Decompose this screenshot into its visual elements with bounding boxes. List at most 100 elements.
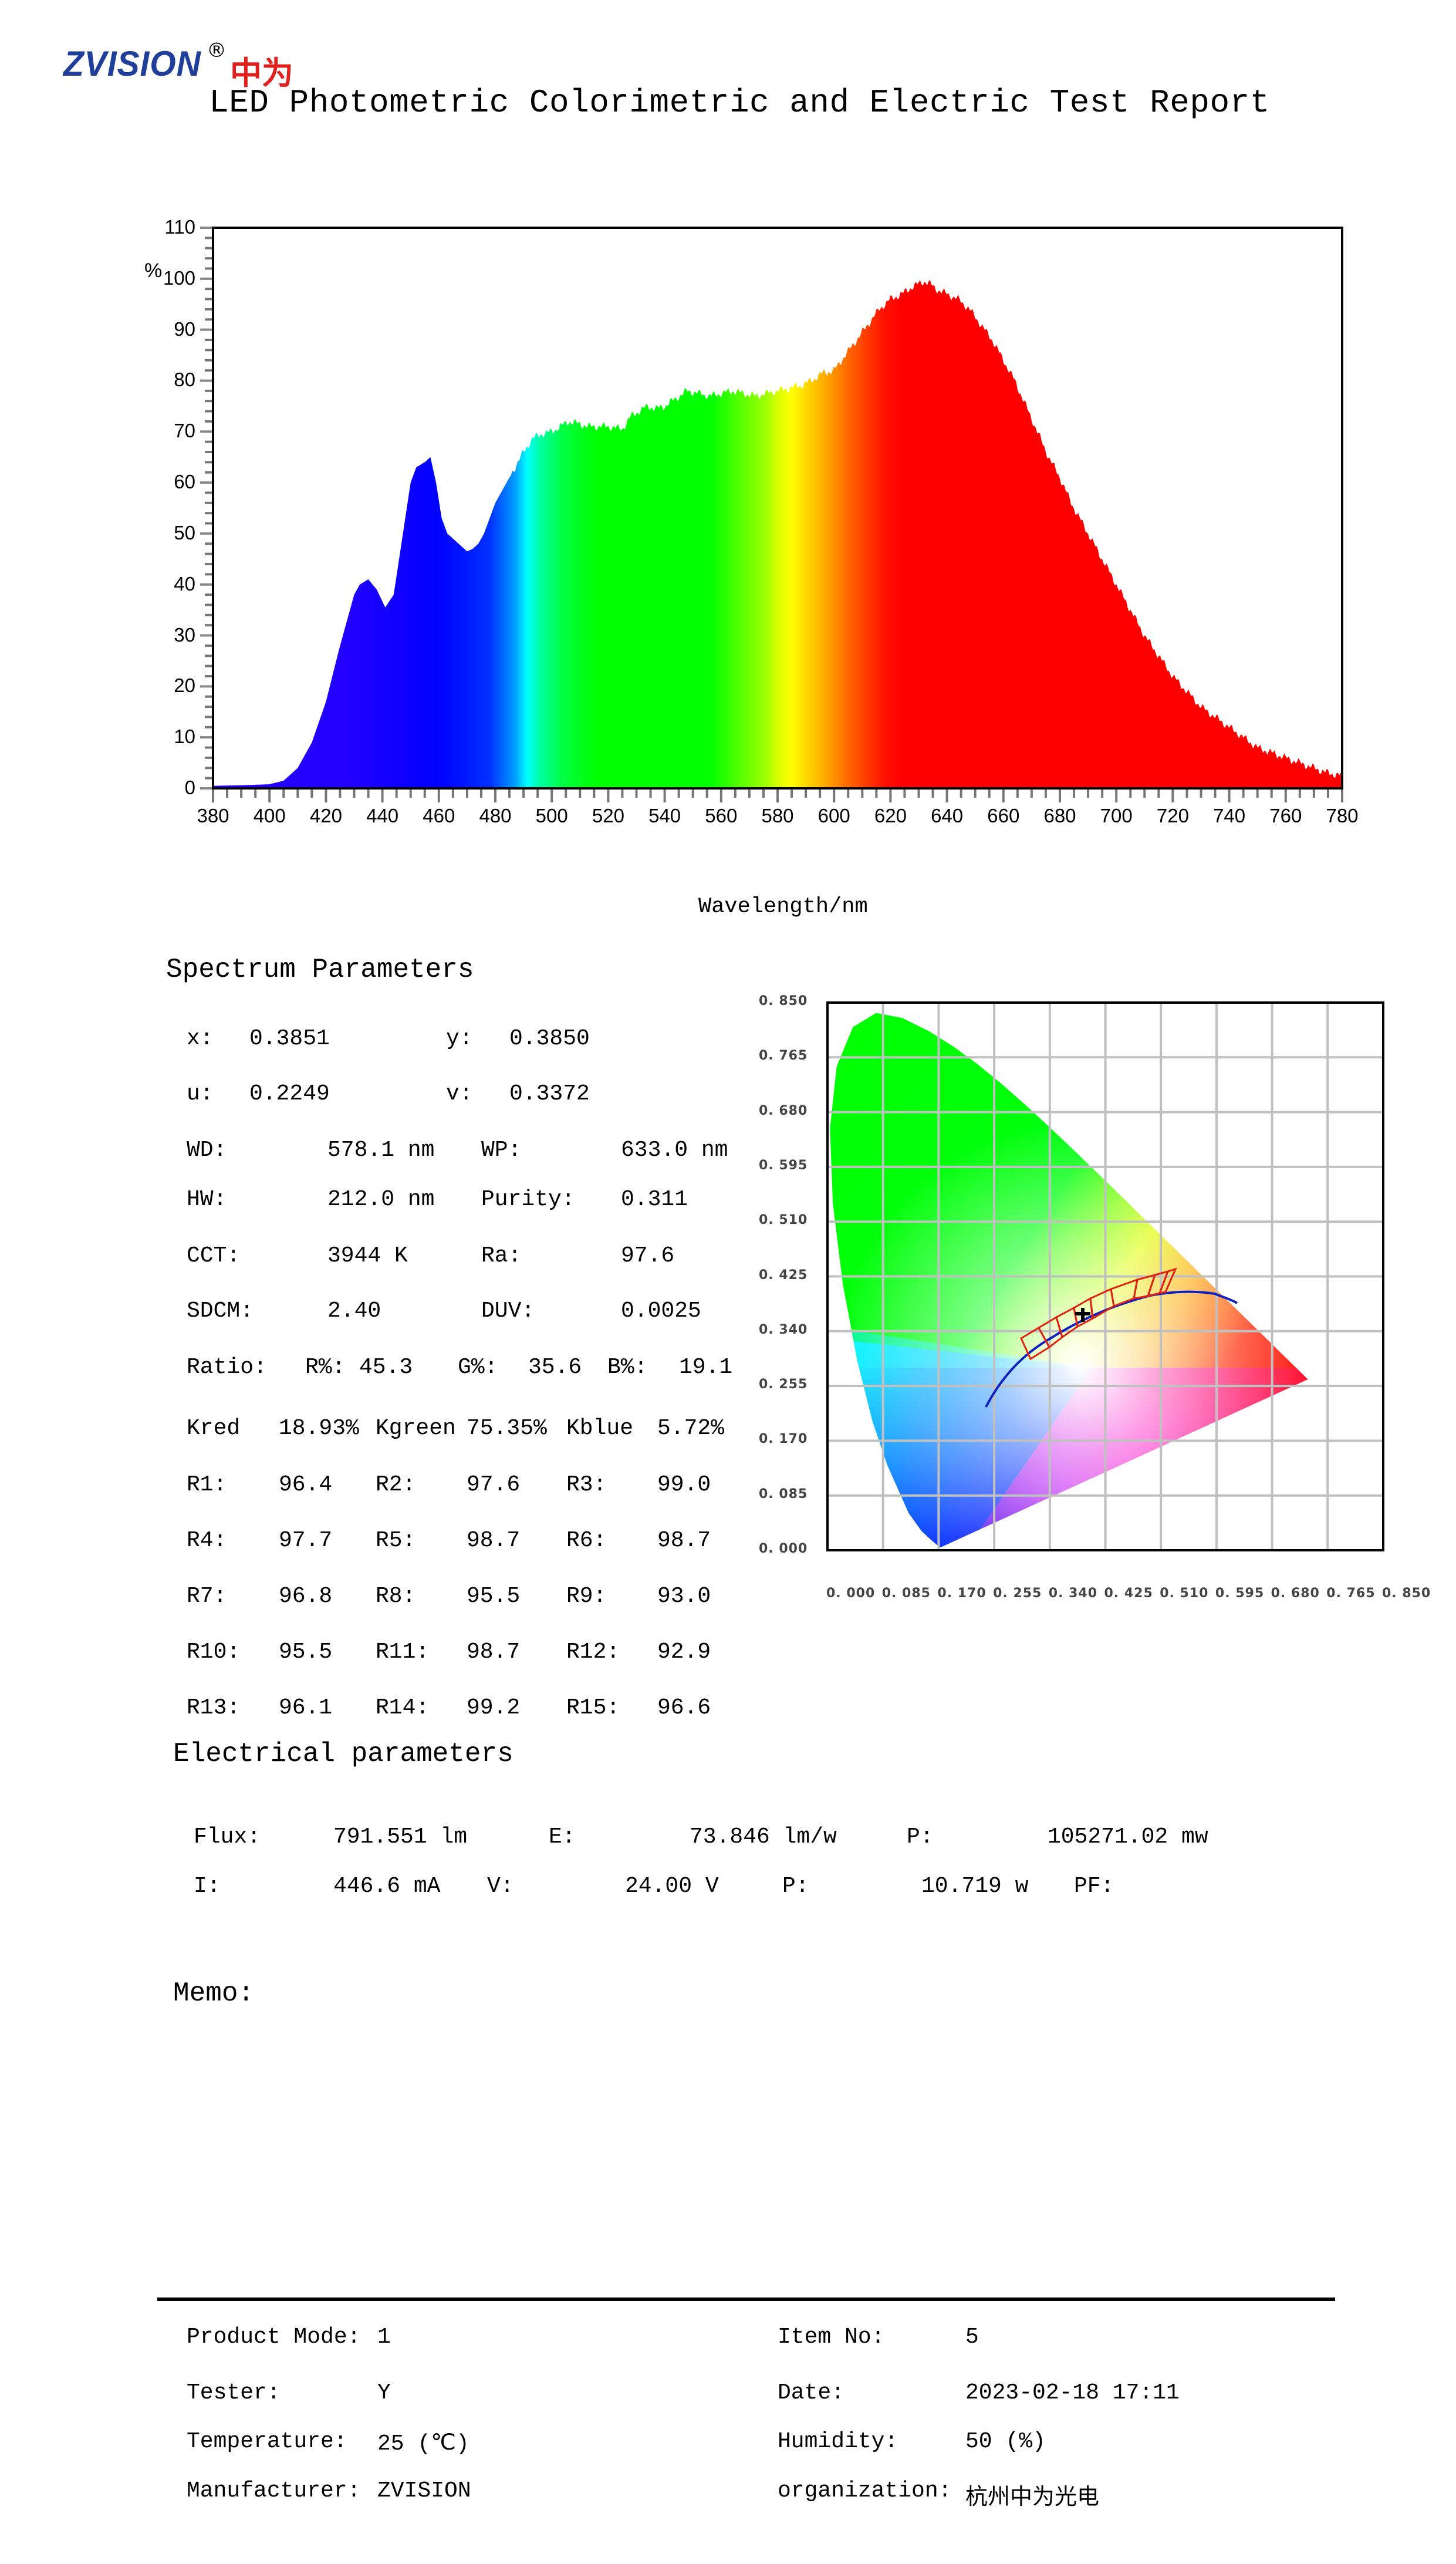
cie-x-tick-label: 0. 595 <box>1215 1586 1265 1601</box>
cri-label: R1: <box>187 1472 227 1497</box>
spectrum-x-tick-label: 420 <box>309 805 342 826</box>
param-b-pct-value: 19.1 <box>679 1355 733 1380</box>
footer-divider <box>157 2298 1335 2301</box>
temperature-label: Temperature: <box>187 2429 347 2454</box>
param-u-value: 0.2249 <box>249 1081 330 1106</box>
param-ratio-label: Ratio: <box>187 1355 267 1380</box>
item-no-label: Item No: <box>778 2325 885 2350</box>
spectrum-x-tick-label: 780 <box>1326 805 1359 826</box>
param-wd-label: WD: <box>187 1138 227 1163</box>
efficacy-label: E: <box>549 1824 576 1850</box>
param-ra-label: Ra: <box>481 1243 522 1268</box>
cie-plot-frame <box>826 1001 1384 1551</box>
param-r-pct-label: R%: <box>305 1355 346 1380</box>
spectrum-y-ticks <box>200 227 213 790</box>
tester-label: Tester: <box>187 2380 281 2406</box>
spectrum-y-tick-label: 70 <box>174 420 195 442</box>
power-mw-value: 105271.02 mw <box>1048 1824 1208 1850</box>
param-b-pct-label: B%: <box>607 1355 648 1380</box>
param-u-label: u: <box>187 1081 214 1106</box>
cie-y-tick-label: 0. 000 <box>759 1541 808 1556</box>
spectrum-x-tick-label: 720 <box>1156 805 1189 826</box>
param-v-label: v: <box>446 1081 473 1106</box>
spectrum-x-tick-label: 620 <box>874 805 907 826</box>
efficacy-value: 73.846 lm/w <box>690 1824 837 1850</box>
cie-x-tick-label: 0. 170 <box>937 1586 987 1601</box>
spectrum-x-tick-label: 460 <box>423 805 455 826</box>
param-duv-value: 0.0025 <box>621 1298 701 1324</box>
cri-label: R2: <box>376 1472 416 1497</box>
param-x-label: x: <box>187 1026 214 1051</box>
manufacturer-label: Manufacturer: <box>187 2478 361 2504</box>
cie-x-tick-label: 0. 850 <box>1382 1586 1431 1601</box>
spectrum-x-tick-label: 500 <box>535 805 568 826</box>
param-v-value: 0.3372 <box>509 1081 590 1106</box>
cri-value: 97.7 <box>279 1528 333 1553</box>
cri-value: 98.7 <box>657 1528 711 1553</box>
spectrum-y-tick-label: 90 <box>174 318 195 340</box>
current-value: 446.6 mA <box>333 1874 441 1899</box>
spectrum-x-tick-label: 560 <box>705 805 738 826</box>
spectrum-y-tick-label: 40 <box>174 572 195 595</box>
cri-label: R15: <box>566 1695 620 1720</box>
param-g-pct-label: G%: <box>458 1355 498 1380</box>
planckian-locus <box>985 1290 1238 1408</box>
cri-value: 95.5 <box>279 1639 333 1665</box>
spectrum-plot-frame <box>212 227 1343 790</box>
spectrum-x-tick-label: 680 <box>1043 805 1076 826</box>
spectrum-parameters-heading: Spectrum Parameters <box>166 954 474 985</box>
cie-y-tick-label: 0. 170 <box>759 1432 808 1447</box>
spectrum-y-axis-label: % <box>144 259 163 282</box>
ansi-quadrangles <box>1020 1267 1177 1361</box>
param-hw-label: HW: <box>187 1187 227 1212</box>
param-ra-value: 97.6 <box>621 1243 675 1268</box>
cri-label: R3: <box>566 1472 607 1497</box>
electrical-parameters-heading: Electrical parameters <box>173 1739 514 1769</box>
cri-value: 96.1 <box>279 1695 333 1720</box>
product-mode-value: 1 <box>377 2325 391 2350</box>
param-sdcm-value: 2.40 <box>327 1298 381 1324</box>
cie-y-tick-label: 0. 340 <box>759 1322 808 1337</box>
spectrum-y-tick-label: 50 <box>174 521 195 544</box>
cri-value: 98.7 <box>467 1528 521 1553</box>
cie-x-tick-label: 0. 510 <box>1160 1586 1209 1601</box>
param-x-value: 0.3851 <box>249 1026 330 1051</box>
param-duv-label: DUV: <box>481 1298 535 1324</box>
cri-value: 92.9 <box>657 1639 711 1665</box>
spectrum-x-tick-label: 640 <box>931 805 964 826</box>
spectrum-x-axis-label: Wavelength/nm <box>698 895 868 919</box>
spectrum-area <box>213 279 1342 788</box>
power-mw-label: P: <box>907 1824 934 1850</box>
cri-label: R14: <box>376 1695 430 1720</box>
voltage-value: 24.00 V <box>625 1874 719 1899</box>
spectrum-y-tick-label: 20 <box>174 674 195 697</box>
param-purity-value: 0.311 <box>621 1187 688 1212</box>
spectrum-x-tick-label: 480 <box>479 805 512 826</box>
param-y-label: y: <box>446 1026 473 1051</box>
cie-y-tick-label: 0. 680 <box>759 1103 808 1118</box>
cie-y-tick-label: 0. 595 <box>759 1158 808 1173</box>
spectrum-x-tick-label: 440 <box>366 805 399 826</box>
cri-value: 95.5 <box>467 1584 521 1609</box>
cie-y-tick-label: 0. 765 <box>759 1048 808 1064</box>
cri-value: 99.0 <box>657 1472 711 1497</box>
cri-value: 96.8 <box>279 1584 333 1609</box>
cie-y-tick-label: 0. 510 <box>759 1213 808 1228</box>
spectrum-y-tick-label: 60 <box>174 471 195 493</box>
report-title: LED Photometric Colorimetric and Electri… <box>209 84 1270 122</box>
cri-value: 96.4 <box>279 1472 333 1497</box>
cie-x-tick-label: 0. 425 <box>1104 1586 1153 1601</box>
power-w-label: P: <box>782 1874 809 1899</box>
cri-label: R13: <box>187 1695 241 1720</box>
cri-label: R7: <box>187 1584 227 1609</box>
current-label: I: <box>194 1874 221 1899</box>
date-label: Date: <box>778 2380 845 2406</box>
logo-chinese: 中为 <box>230 55 293 92</box>
param-kblue-label: Kblue <box>566 1416 634 1441</box>
cri-label: R4: <box>187 1528 227 1553</box>
spectrum-y-tick-label: 10 <box>174 726 195 748</box>
temperature-value: 25 (℃) <box>377 2431 469 2457</box>
param-cct-label: CCT: <box>187 1243 241 1268</box>
cie-y-tick-label: 0. 425 <box>759 1267 808 1283</box>
param-kgreen-value: 75.35% <box>467 1416 547 1441</box>
